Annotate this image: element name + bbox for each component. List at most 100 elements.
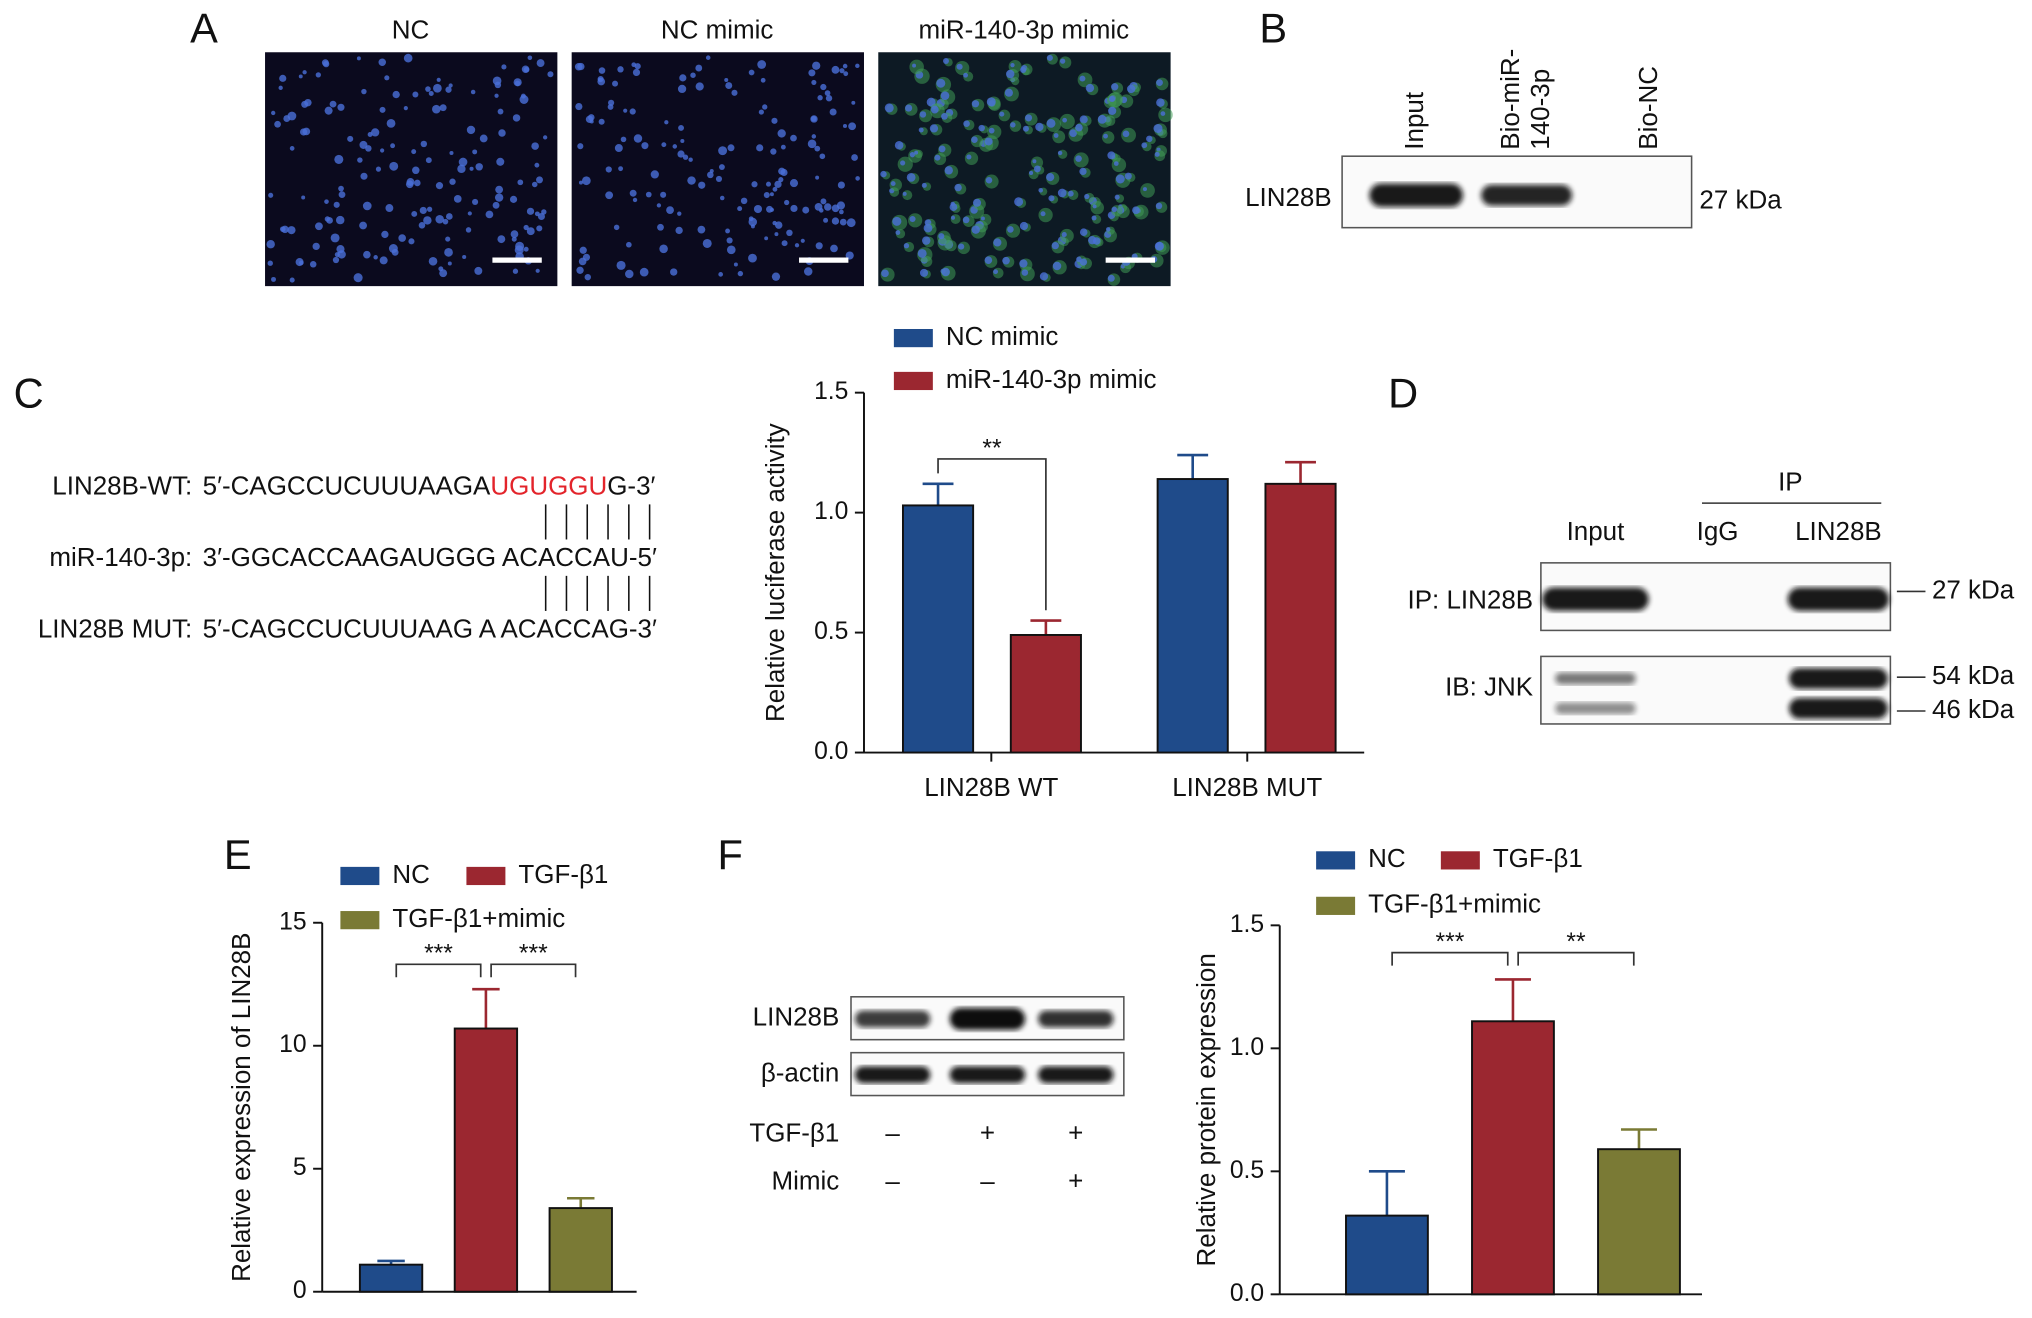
nucleus [384,75,390,81]
legend-swatch [893,371,933,391]
nucleus [919,268,929,277]
nucleus [1113,161,1119,166]
nucleus [457,164,466,174]
nucleus [403,53,413,63]
bar [901,504,975,754]
nucleus [912,63,917,68]
nucleus [880,170,887,178]
nucleus [391,248,399,256]
nucleus [774,232,779,237]
nucleus [412,91,419,98]
nucleus [605,191,614,200]
nucleus [367,132,373,137]
blot-band [1555,672,1636,685]
nucleus [1156,79,1163,87]
nucleus [1079,228,1088,236]
nucleus [620,136,627,143]
nucleus [338,185,344,192]
nucleus [963,72,969,78]
nucleus [347,135,354,142]
cell [1090,200,1104,215]
nucleus [919,111,927,118]
nucleus [579,246,587,254]
nucleus [378,58,386,67]
nucleus [618,166,624,172]
nucleus [986,97,996,107]
bar [1156,478,1229,754]
nucleus [299,128,308,136]
nucleus [733,262,738,267]
nucleus [751,181,758,188]
x-tick-label: LIN28B MUT [1172,772,1322,802]
nucleus [536,176,543,184]
nucleus [1046,173,1055,182]
nucleus [629,189,637,197]
nucleus [748,216,754,222]
nucleus [839,209,844,215]
nucleus [771,272,781,281]
nucleus [1046,54,1053,61]
nucleus [926,97,936,107]
lane-label: LIN28B [1795,516,1882,546]
nucleus [425,157,432,164]
nucleus [934,154,941,161]
nucleus [1097,114,1107,124]
nucleus [492,201,500,209]
nucleus [764,236,769,241]
nucleus [531,142,539,150]
nucleus [1032,159,1037,164]
nucleus [958,243,965,250]
nucleus [670,268,678,276]
nucleus [731,89,738,96]
nucleus [1040,211,1046,217]
legend-label: TGF-β1 [1493,843,1583,873]
nucleus [680,138,685,144]
sequence-part: G-3′ [607,470,655,500]
nucleus [514,80,521,87]
nucleus [697,225,706,234]
cell [1038,207,1053,223]
nucleus [790,134,797,142]
nucleus [659,244,668,254]
nucleus [390,143,396,149]
nucleus [825,95,833,102]
nucleus [338,191,346,199]
nucleus [386,118,396,128]
nucleus [439,104,447,112]
nucleus [512,114,521,122]
nucleus [766,205,773,213]
nucleus [629,108,636,115]
blot-band [1789,697,1888,719]
nucleus [660,191,667,198]
nucleus [324,216,331,222]
nucleus [954,183,962,192]
nucleus [895,230,901,235]
nucleus [786,229,793,237]
nucleus [449,150,454,156]
nucleus [984,137,993,146]
nucleus [412,166,420,175]
nucleus [541,209,547,215]
nucleus [657,223,664,231]
nucleus [690,72,696,78]
nucleus [718,272,724,277]
condition-label: TGF-β1 [749,1117,839,1147]
nucleus [598,67,606,74]
nucleus [748,253,757,263]
nucleus [445,213,453,220]
nucleus [1062,117,1068,123]
row-label: β-actin [761,1058,839,1088]
nucleus [971,225,980,234]
nucleus [999,111,1005,117]
nucleus [1052,261,1062,271]
legend-swatch [1440,851,1480,870]
nucleus [432,104,441,114]
nucleus [1019,259,1028,268]
blot-band [1038,1010,1114,1028]
nucleus [848,122,857,131]
nucleus [626,241,632,248]
nucleus [978,124,985,132]
nucleus [379,256,388,265]
nucleus [940,91,950,100]
nucleus [1103,133,1108,139]
